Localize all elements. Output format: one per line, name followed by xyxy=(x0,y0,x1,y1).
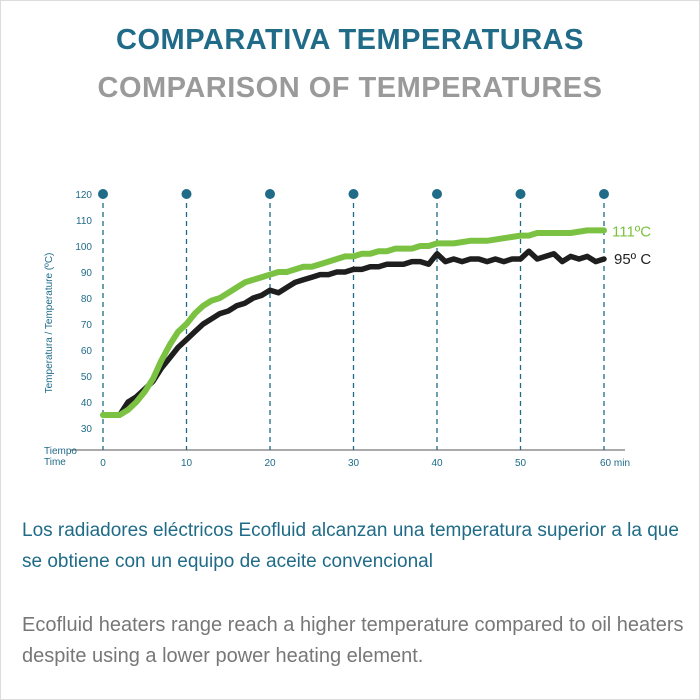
grid-dot xyxy=(348,189,359,199)
x-tick-label: 0 xyxy=(100,458,106,469)
series-label-oil: 95º C xyxy=(614,251,651,268)
grid-dot xyxy=(515,189,526,199)
chart-labels: 30 40 50 60 70 80 90 100 110 120 0 10 20 30 40 50 60 min… xyxy=(44,190,651,469)
grid-dot xyxy=(432,189,442,199)
temperature-line-chart: 30 40 50 60 70 80 90 100 110 120 0 10 20 30 40 50 60 min… xyxy=(44,189,651,469)
grid-dot xyxy=(181,189,192,199)
y-tick-label: 120 xyxy=(75,190,92,201)
x-axis-label: Tiempo xyxy=(44,446,77,457)
grid-dot xyxy=(98,189,108,199)
series-label-ecofluid: 111ºC xyxy=(612,223,651,240)
y-tick-label: 60 xyxy=(81,346,93,357)
chart-grid xyxy=(98,189,609,450)
y-tick-label: 70 xyxy=(81,320,93,331)
x-tick-label: 20 xyxy=(264,458,276,469)
chart-series xyxy=(100,227,607,418)
x-tick-label: 50 xyxy=(515,458,527,469)
x-axis-label: Time xyxy=(44,457,66,468)
y-tick-label: 80 xyxy=(81,294,93,305)
grid-dot xyxy=(265,189,275,199)
x-tick-label: 60 min xyxy=(600,458,630,469)
y-axis-label: Temperatura / Temperature (ºC) xyxy=(44,253,55,394)
y-tick-label: 50 xyxy=(81,372,93,383)
page-title-spanish: COMPARATIVA TEMPERATURAS xyxy=(116,24,584,56)
description-english: Ecofluid heaters range reach a higher te… xyxy=(22,614,684,667)
page-title-english: COMPARISON OF TEMPERATURES xyxy=(97,72,603,104)
x-tick-label: 10 xyxy=(181,458,193,469)
y-tick-label: 100 xyxy=(75,242,92,253)
series-line-ecofluid xyxy=(100,227,607,418)
y-tick-label: 90 xyxy=(81,268,93,279)
y-tick-label: 110 xyxy=(76,216,92,227)
series-line-oil xyxy=(100,248,607,418)
x-tick-label: 40 xyxy=(431,458,443,469)
x-tick-label: 30 xyxy=(348,458,360,469)
grid-dot xyxy=(599,189,609,199)
y-tick-label: 40 xyxy=(81,398,93,409)
description-spanish: Los radiadores eléctricos Ecofluid alcan… xyxy=(22,520,679,572)
y-tick-label: 30 xyxy=(81,424,93,435)
